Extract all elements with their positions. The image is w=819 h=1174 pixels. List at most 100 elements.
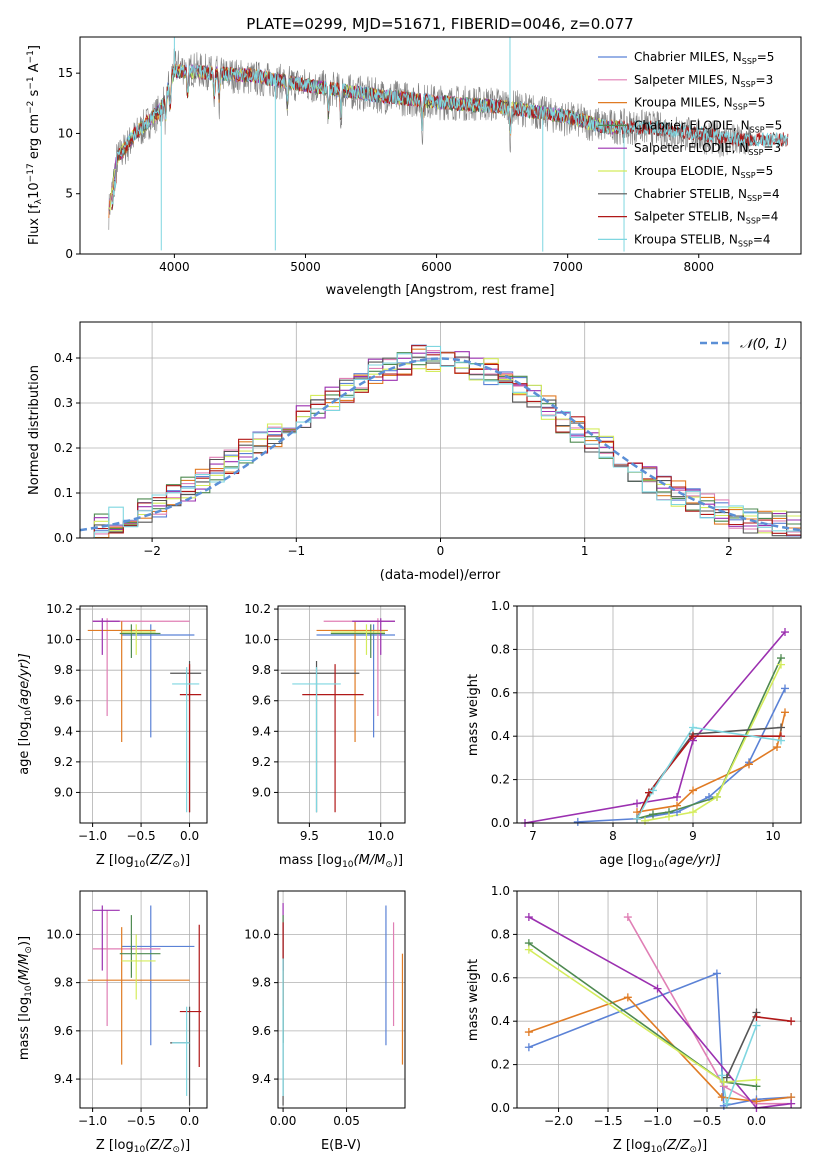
x-tick-label: 0 bbox=[437, 544, 445, 558]
x-tick-label: 10 bbox=[765, 829, 780, 843]
x-tick-label: −0.5 bbox=[692, 1114, 721, 1128]
y-tick-label: 0.6 bbox=[491, 686, 510, 700]
point-marker-kroupa-stelib bbox=[752, 1021, 761, 1030]
legend-value: =3 bbox=[756, 73, 774, 87]
point-marker-kroupa-miles bbox=[773, 743, 781, 752]
legend-value: =5 bbox=[765, 118, 783, 132]
series-line-chabrier-stelib bbox=[726, 1012, 758, 1078]
point-marker-chabrier-miles bbox=[573, 817, 582, 826]
axes-frame bbox=[277, 890, 406, 1109]
y-tick-label: 10.0 bbox=[244, 927, 271, 941]
plot-area bbox=[87, 905, 202, 1106]
x-tick-label: −0.5 bbox=[127, 1114, 156, 1128]
point-marker-salpeter-elodie bbox=[673, 792, 681, 801]
y-tick-label: 9.6 bbox=[252, 694, 271, 708]
y-tick-label: 0 bbox=[65, 247, 73, 261]
spectrum-ylabel: Flux [fλ10−17 erg cm−2 s−1 A−1] bbox=[26, 45, 44, 245]
point-marker-salpeter-elodie bbox=[653, 984, 662, 993]
legend-sub: SSP bbox=[750, 125, 765, 134]
y-tick-label: 9.4 bbox=[252, 724, 271, 738]
x-tick-label: 7 bbox=[529, 829, 537, 843]
legend-value: =4 bbox=[753, 232, 771, 246]
plot-area bbox=[524, 631, 786, 823]
y-tick-label: 9.0 bbox=[54, 785, 73, 799]
point-marker-kroupa-stelib bbox=[633, 814, 641, 823]
y-tick-label: 0.4 bbox=[54, 351, 73, 365]
y-tick-label: 10.0 bbox=[46, 633, 73, 647]
plot-area bbox=[280, 618, 396, 813]
age-vs-z-panel: −1.0 −0.5 0.0 9.0 9.2 9.4 9.6 9.8 10.0 10.2 Z [lo… bbox=[17, 602, 208, 870]
n01-legend-label: 𝒩(0, 1) bbox=[740, 337, 787, 352]
age-vs-z-ylabel: age [log10(age/yr)] bbox=[17, 653, 34, 775]
y-tick-label: 9.4 bbox=[54, 1072, 73, 1086]
point-marker-kroupa-elodie bbox=[665, 812, 673, 821]
x-tick-label: 10.0 bbox=[367, 829, 394, 843]
point-marker-salpeter-elodie bbox=[633, 799, 641, 808]
x-tick-label: 0.0 bbox=[747, 1114, 766, 1128]
x-tick-label: 7000 bbox=[552, 260, 583, 274]
model-line-kroupa-stelib bbox=[111, 63, 789, 205]
y-tick-label: 9.8 bbox=[54, 976, 73, 990]
spectrum-xlabel: wavelength [Angstrom, rest frame] bbox=[326, 283, 555, 298]
y-tick-label: 9.8 bbox=[252, 976, 271, 990]
legend-value: =4 bbox=[762, 187, 780, 201]
point-marker-chabrier-stelib bbox=[722, 1073, 731, 1082]
legend-label-salpeter-elodie: Salpeter ELODIE, NSSP=3 bbox=[634, 141, 781, 157]
legend-label-kroupa-stelib: Kroupa STELIB, NSSP=4 bbox=[634, 232, 771, 248]
mass-vs-z-ylabel: mass [log10(M/M⊙)] bbox=[17, 936, 34, 1060]
axes-frame bbox=[277, 605, 406, 824]
weight-vs-age-xlabel: age [log10(age/yr)] bbox=[599, 853, 721, 870]
point-marker-kroupa-miles bbox=[781, 708, 789, 717]
point-marker-kroupa-elodie bbox=[777, 660, 785, 669]
x-tick-label: 0.05 bbox=[333, 1114, 360, 1128]
x-tick-label: 8 bbox=[609, 829, 617, 843]
y-tick-label: 9.2 bbox=[54, 755, 73, 769]
plot-area bbox=[282, 903, 404, 1106]
legend-sub: SSP bbox=[747, 194, 762, 203]
axes-frame bbox=[79, 605, 208, 824]
point-marker-kroupa-elodie bbox=[719, 1077, 728, 1086]
x-tick-label: 6000 bbox=[421, 260, 452, 274]
point-marker-kroupa-stelib bbox=[689, 723, 697, 732]
series-line-kroupa-stelib bbox=[636, 726, 782, 820]
y-tick-label: 9.4 bbox=[54, 724, 73, 738]
weight-vs-z-panel: −2.0 −1.5 −1.0 −0.5 0.0 0.0 0.2 0.4 0.6 0.8 1.0 Z … bbox=[466, 884, 802, 1155]
y-tick-label: 9.6 bbox=[54, 1024, 73, 1038]
point-marker-chabrier-miles bbox=[524, 1043, 533, 1052]
series-line-salpeter-stelib bbox=[756, 1016, 792, 1022]
legend-sub: SSP bbox=[741, 80, 756, 89]
point-marker-salpeter-elodie bbox=[781, 628, 789, 637]
point-marker-kroupa-elodie bbox=[713, 792, 721, 801]
mass-vs-ebv-xlabel: E(B-V) bbox=[321, 1138, 361, 1153]
x-tick-label: 9 bbox=[689, 829, 697, 843]
legend-sub: SSP bbox=[748, 148, 763, 157]
y-tick-label: 0.0 bbox=[54, 531, 73, 545]
point-marker-kroupa-elodie bbox=[524, 945, 533, 954]
x-tick-label: 0.0 bbox=[180, 829, 199, 843]
x-tick-label: −0.5 bbox=[127, 829, 156, 843]
y-tick-label: 0.4 bbox=[491, 729, 510, 743]
y-tick-label: 0.4 bbox=[491, 1014, 510, 1028]
x-tick-label: 0.00 bbox=[270, 1114, 297, 1128]
y-tick-label: 0.3 bbox=[54, 396, 73, 410]
hist-step-kroupa-stelib bbox=[80, 345, 801, 538]
axes-frame bbox=[79, 36, 802, 255]
x-tick-label: 8000 bbox=[683, 260, 714, 274]
y-tick-label: 10.2 bbox=[46, 602, 73, 616]
x-tick-label: 1 bbox=[581, 544, 589, 558]
legend-value: =4 bbox=[761, 210, 779, 224]
plot-area bbox=[528, 916, 792, 1108]
point-marker-kroupa-miles bbox=[689, 786, 697, 795]
legend-sub: SSP bbox=[746, 217, 761, 226]
x-tick-label: 9.5 bbox=[300, 829, 319, 843]
legend-sub: SSP bbox=[738, 239, 753, 248]
legend-label-chabrier-miles: Chabrier MILES, NSSP=5 bbox=[634, 50, 774, 66]
weight-vs-age-panel: 7 8 9 10 0.0 0.2 0.4 0.6 0.8 1.0 age [log10(age/y… bbox=[466, 599, 802, 870]
y-tick-label: 10.0 bbox=[46, 927, 73, 941]
histogram-panel: −2 −1 0 1 2 0.0 0.1 0.2 0.3 0.4 (data-model)/erro… bbox=[27, 321, 802, 583]
point-marker-kroupa-stelib bbox=[649, 786, 657, 795]
y-tick-label: 0.2 bbox=[491, 1058, 510, 1072]
series-line-salpeter-elodie bbox=[524, 631, 786, 823]
point-marker-kroupa-elodie bbox=[752, 1075, 761, 1084]
series-line-salpeter-elodie bbox=[528, 916, 792, 1108]
